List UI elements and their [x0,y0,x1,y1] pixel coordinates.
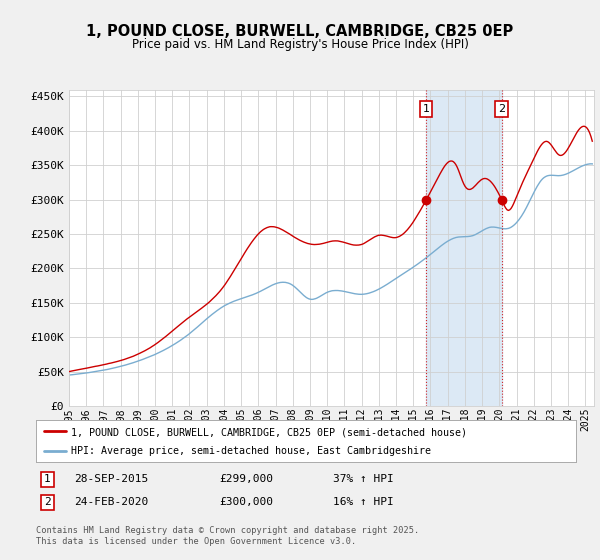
Text: 1, POUND CLOSE, BURWELL, CAMBRIDGE, CB25 0EP: 1, POUND CLOSE, BURWELL, CAMBRIDGE, CB25… [86,24,514,39]
Text: £299,000: £299,000 [220,474,274,484]
Text: 16% ↑ HPI: 16% ↑ HPI [333,497,394,507]
Text: £300,000: £300,000 [220,497,274,507]
Text: 24-FEB-2020: 24-FEB-2020 [74,497,148,507]
Text: HPI: Average price, semi-detached house, East Cambridgeshire: HPI: Average price, semi-detached house,… [71,446,431,456]
Text: 28-SEP-2015: 28-SEP-2015 [74,474,148,484]
Text: 37% ↑ HPI: 37% ↑ HPI [333,474,394,484]
Text: 2: 2 [498,104,505,114]
Text: Price paid vs. HM Land Registry's House Price Index (HPI): Price paid vs. HM Land Registry's House … [131,38,469,50]
Text: 1, POUND CLOSE, BURWELL, CAMBRIDGE, CB25 0EP (semi-detached house): 1, POUND CLOSE, BURWELL, CAMBRIDGE, CB25… [71,428,467,437]
Text: 1: 1 [44,474,51,484]
Text: 1: 1 [422,104,430,114]
Bar [426,90,502,406]
Text: Contains HM Land Registry data © Crown copyright and database right 2025.
This d: Contains HM Land Registry data © Crown c… [36,526,419,546]
Text: 2: 2 [44,497,51,507]
